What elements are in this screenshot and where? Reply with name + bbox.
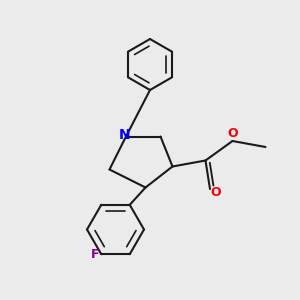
Text: O: O [210,185,221,199]
Text: O: O [227,127,238,140]
Text: N: N [119,128,130,142]
Text: F: F [90,248,99,261]
